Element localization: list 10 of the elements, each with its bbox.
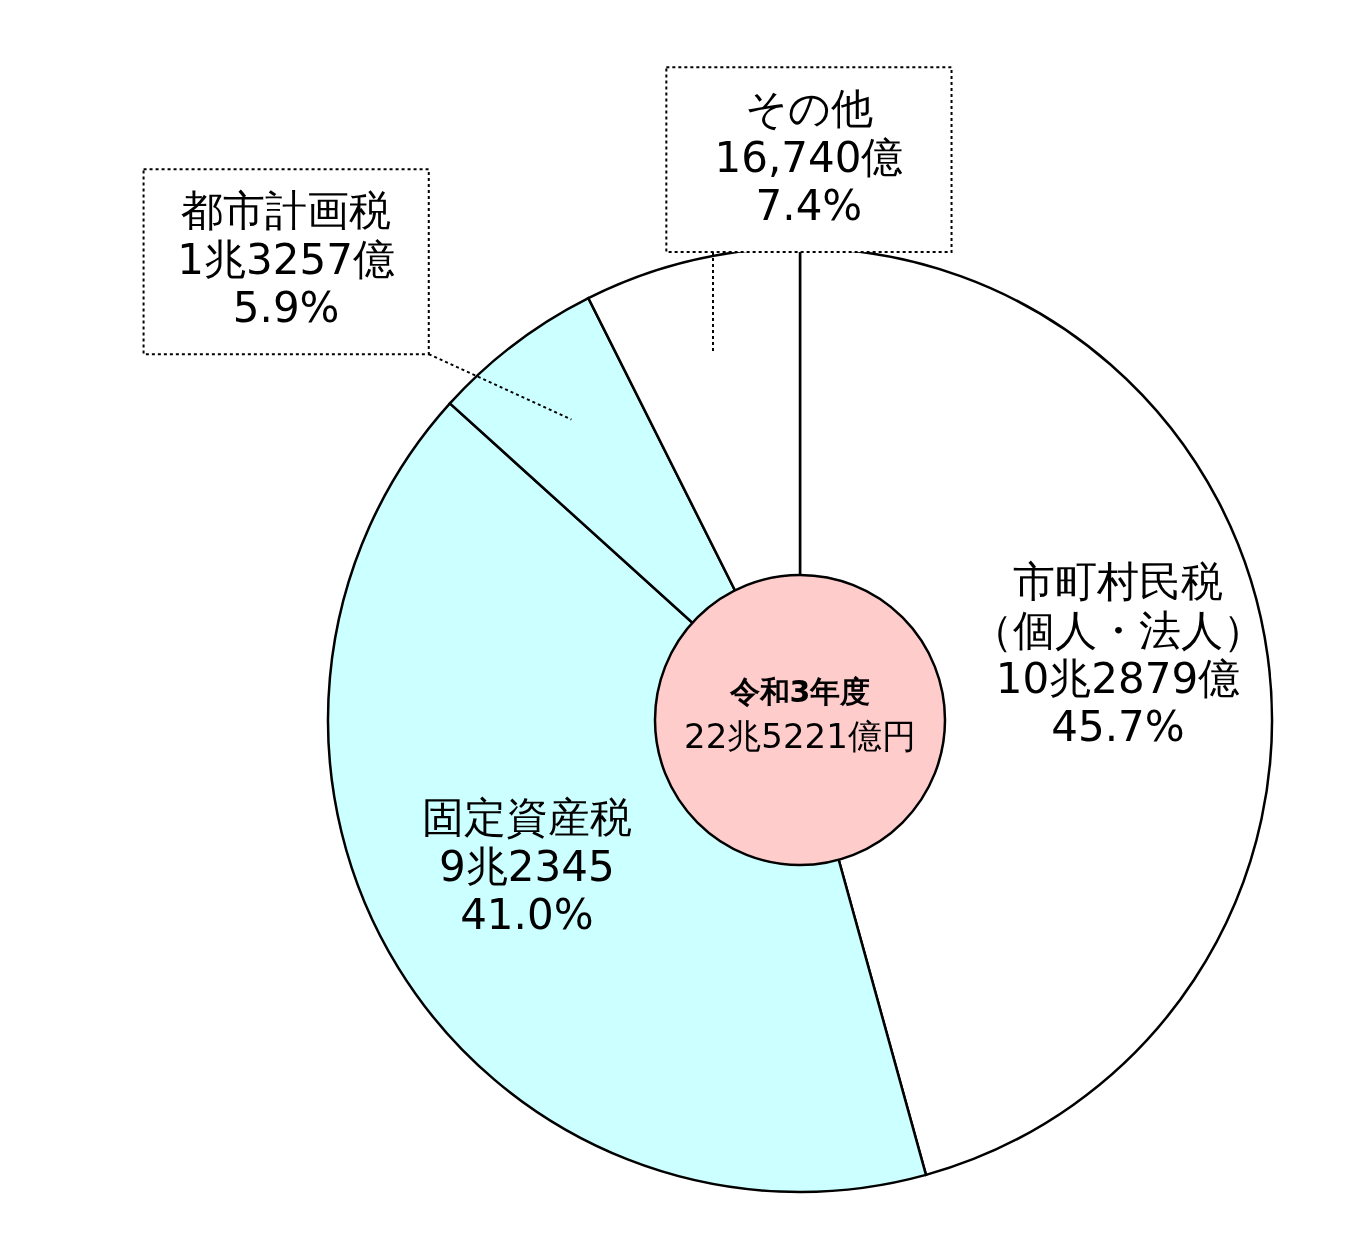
data-label: 1兆3257億 5.9% bbox=[177, 234, 395, 332]
slice-label: 市町村民税（個人・法人） bbox=[971, 556, 1266, 655]
data-label: 10兆2879億 45.7% bbox=[995, 653, 1241, 751]
text: 22兆5221億円 bbox=[684, 716, 916, 756]
data-label: 9兆2345 41.0% bbox=[439, 841, 615, 939]
data-label: 16,740億 7.4% bbox=[714, 132, 904, 230]
slice-label: 都市計画税 bbox=[181, 185, 392, 235]
text: 令和3年度 bbox=[728, 674, 871, 709]
slice-label: 固定資産税 bbox=[421, 792, 632, 842]
slice-label: その他 bbox=[744, 83, 873, 133]
